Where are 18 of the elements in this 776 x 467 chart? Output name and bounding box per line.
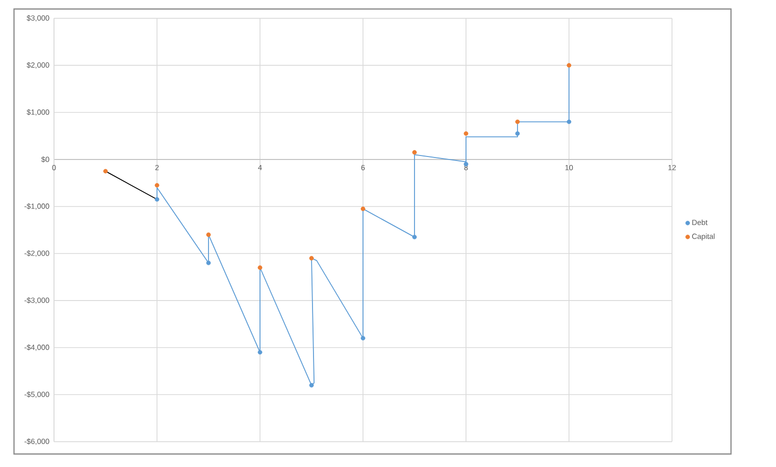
point (360, 206, 366, 212)
point (258, 350, 262, 355)
point (206, 260, 211, 266)
point (258, 265, 262, 270)
point (309, 256, 314, 260)
point (154, 183, 160, 188)
point (360, 336, 366, 340)
point (206, 232, 211, 237)
point (154, 197, 160, 202)
point (566, 63, 572, 68)
point (309, 382, 314, 388)
point (464, 131, 468, 136)
point (412, 150, 417, 155)
point (515, 120, 520, 124)
point (103, 168, 108, 174)
point (566, 120, 572, 124)
point (412, 234, 417, 240)
point (515, 131, 520, 136)
